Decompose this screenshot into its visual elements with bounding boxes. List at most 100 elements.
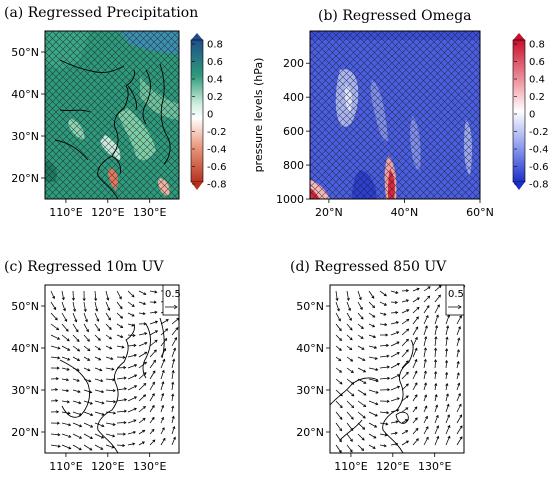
wind-vector-head [90, 413, 94, 417]
wind-vector-head [106, 297, 110, 301]
wind-vector [412, 316, 419, 325]
wind-vector [412, 297, 420, 303]
wind-vector [379, 355, 389, 358]
wind-vector-head [425, 415, 428, 419]
wind-vector-head [113, 411, 117, 415]
wind-vector-head [350, 358, 354, 362]
wind-vector-head [363, 369, 367, 373]
panel-c-ref-label: 0.5 [165, 289, 181, 300]
wind-vector [94, 345, 101, 351]
wind-vector-head [426, 305, 430, 309]
wind-vector-head [424, 394, 428, 398]
wind-vector [368, 345, 377, 349]
wind-vector-head [375, 379, 379, 383]
wind-vector-head [395, 311, 399, 315]
wind-vector-head [383, 293, 387, 297]
colorbar-label: 0.4 [207, 75, 223, 86]
wind-vector [379, 301, 387, 306]
wind-vector-head [424, 325, 428, 329]
wind-vector-head [107, 307, 111, 311]
x-tick-label: 110°E [49, 206, 82, 219]
wind-vector [50, 444, 61, 447]
wind-vector-head [395, 321, 400, 325]
wind-vector [94, 356, 101, 361]
wind-vector-head [174, 337, 178, 341]
panel-d: (d) Regressed 850 UV 0.5 110°E 120°E 130°E… [290, 259, 466, 473]
wind-vector-head [363, 381, 367, 384]
wind-vector [434, 415, 439, 424]
wind-vector-head [435, 325, 439, 329]
wind-vector [412, 406, 418, 413]
wind-vector [138, 361, 147, 369]
wind-vector-head [153, 359, 156, 363]
wind-vector [412, 337, 418, 347]
wind-vector [368, 422, 377, 428]
wind-vector [105, 367, 114, 370]
wind-vector-head [56, 410, 60, 414]
wind-vector-head [415, 438, 419, 442]
wind-vector [346, 312, 352, 321]
wind-vector [61, 356, 70, 361]
wind-vector [105, 444, 114, 449]
y-tick-label: 400 [283, 91, 304, 104]
wind-vector-head [124, 398, 128, 402]
y-tick-label: 30°N [11, 130, 39, 143]
wind-vector [445, 325, 449, 336]
wind-vector-head [161, 404, 165, 408]
wind-vector [94, 411, 105, 416]
wind-vector-head [385, 343, 390, 348]
panel-b-field [310, 31, 480, 199]
wind-vector-head [71, 297, 75, 301]
wind-vector-head [165, 328, 169, 332]
wind-vector [368, 378, 379, 382]
wind-vector-head [154, 310, 158, 314]
wind-vector [94, 378, 103, 382]
wind-vector [50, 345, 60, 349]
wind-vector [335, 323, 342, 331]
wind-vector-head [406, 309, 410, 312]
wind-vector [335, 378, 343, 385]
wind-vector-head [372, 335, 377, 339]
wind-vector-head [57, 444, 61, 448]
wind-vector-head [416, 306, 420, 310]
wind-vector [456, 393, 461, 402]
wind-vector [368, 400, 378, 405]
wind-vector-head [416, 287, 420, 291]
wind-vector [149, 290, 157, 293]
wind-vector [138, 342, 148, 347]
wind-vector-head [75, 329, 79, 333]
wind-vector-head [65, 378, 70, 382]
wind-vector-head [151, 416, 155, 420]
colorbar-label: 0.2 [529, 92, 545, 103]
wind-vector [116, 367, 126, 369]
wind-vector-head [445, 371, 449, 375]
wind-vector [138, 394, 146, 402]
wind-vector-head [438, 294, 441, 298]
wind-vector-head [434, 347, 438, 351]
wind-vector [445, 425, 451, 435]
wind-vector [423, 315, 429, 325]
wind-vector-head [405, 430, 409, 433]
wind-vector-head [414, 358, 418, 362]
wind-vector-head [434, 382, 438, 387]
wind-vector-head [73, 308, 77, 312]
wind-vector [149, 439, 156, 446]
wind-vector-head [165, 319, 169, 322]
wind-vector [116, 323, 123, 328]
wind-vector [346, 389, 355, 397]
wind-vector-head [338, 439, 342, 443]
wind-vector-head [423, 370, 427, 374]
wind-vector [160, 393, 164, 402]
wind-vector-head [77, 389, 81, 393]
wind-vector-head [396, 341, 400, 345]
wind-vector-head [405, 383, 409, 387]
wind-vector [423, 394, 427, 402]
wind-vector [401, 360, 409, 369]
wind-vector-head [338, 358, 342, 362]
wind-vector-head [133, 396, 138, 400]
wind-vector-head [77, 348, 81, 352]
wind-vector-head [383, 312, 387, 316]
wind-vector [456, 372, 460, 380]
wind-vector [127, 419, 136, 424]
wind-vector [401, 440, 409, 446]
